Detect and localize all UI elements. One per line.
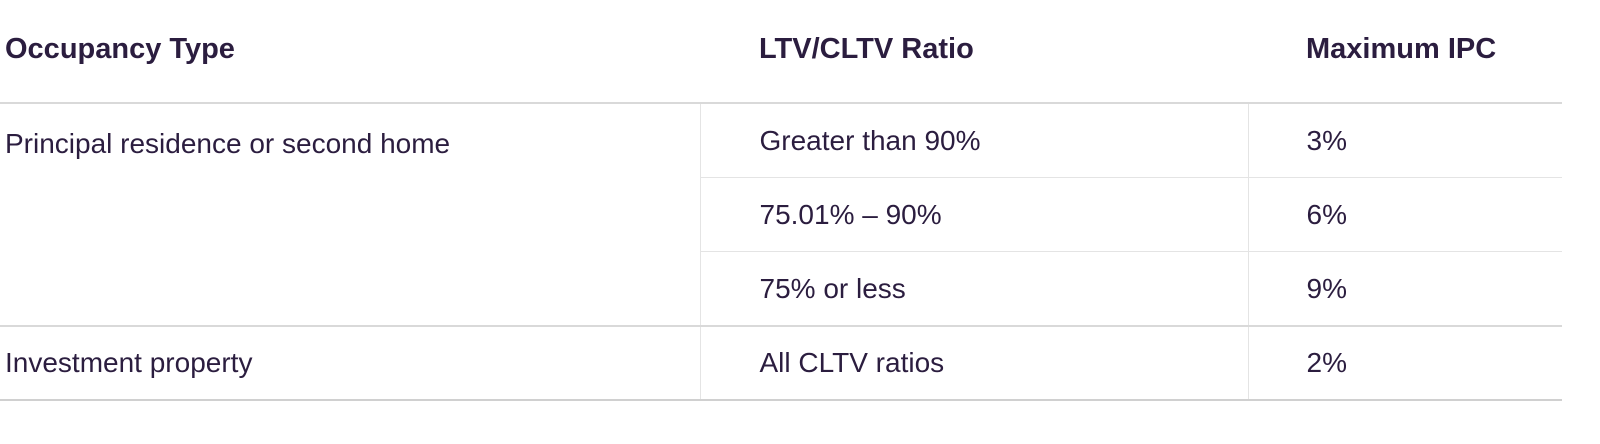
- ltv-cell: 75.01% – 90%: [700, 177, 1249, 252]
- ipc-cell: 6%: [1248, 177, 1562, 252]
- ipc-cell: 9%: [1248, 251, 1562, 327]
- table-header-row: Occupancy Type LTV/CLTV Ratio Maximum IP…: [0, 0, 1562, 104]
- ipc-cell: 3%: [1248, 103, 1562, 178]
- occupancy-cell-principal-residence: Principal residence or second home: [0, 103, 701, 327]
- ipc-cell: 2%: [1248, 326, 1562, 401]
- table-row: Investment property All CLTV ratios 2%: [0, 326, 1562, 401]
- ltv-cell: Greater than 90%: [700, 103, 1249, 178]
- header-occupancy-type: Occupancy Type: [0, 0, 700, 104]
- table-row: 75% or less 9%: [0, 251, 1562, 327]
- ipc-table: Occupancy Type LTV/CLTV Ratio Maximum IP…: [0, 0, 1562, 401]
- table-row: 75.01% – 90% 6%: [0, 177, 1562, 252]
- ltv-cell: 75% or less: [700, 251, 1249, 327]
- occupancy-cell-investment-property: Investment property: [0, 326, 701, 401]
- header-maximum-ipc: Maximum IPC: [1248, 0, 1562, 104]
- table-row: Principal residence or second home Great…: [0, 103, 1562, 327]
- header-ltv-cltv-ratio: LTV/CLTV Ratio: [700, 0, 1248, 104]
- ltv-cell: All CLTV ratios: [700, 326, 1249, 401]
